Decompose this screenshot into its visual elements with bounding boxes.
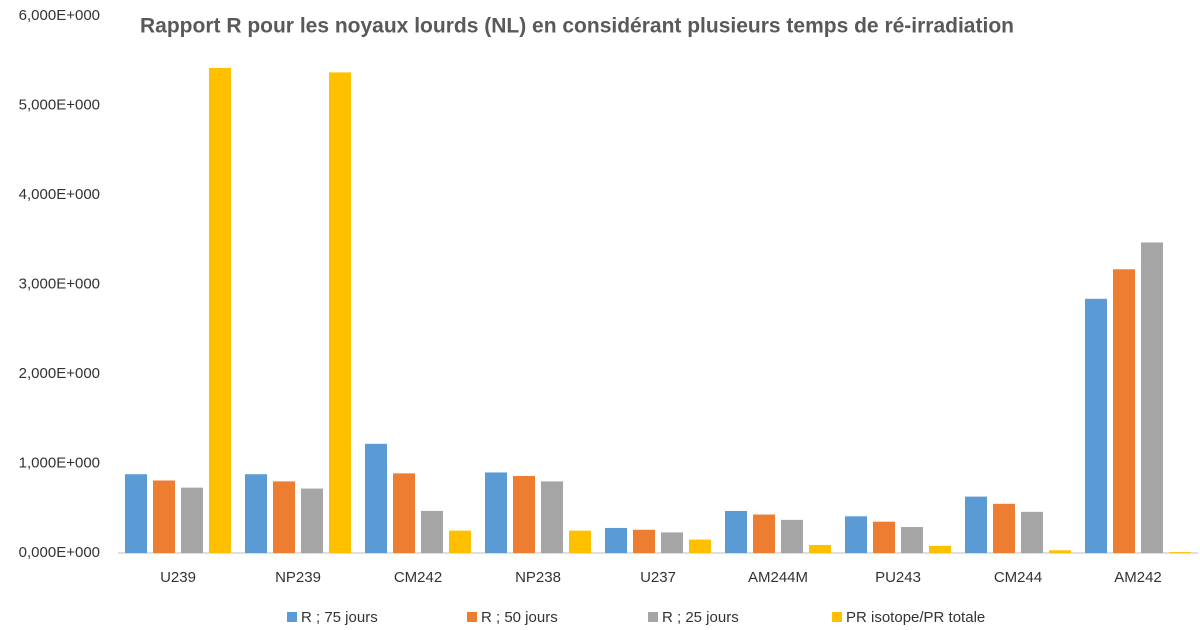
y-tick-label: 4,000E+000 <box>19 186 100 203</box>
x-tick-label: U239 <box>160 569 196 586</box>
bar <box>809 544 831 553</box>
x-tick-label: CM244 <box>994 569 1042 586</box>
chart-title: Rapport R pour les noyaux lourds (NL) en… <box>140 15 1014 38</box>
bar <box>753 514 775 553</box>
bar <box>421 510 443 553</box>
bar <box>125 474 147 553</box>
legend-label: R ; 75 jours <box>301 609 378 626</box>
x-tick-label: NP239 <box>275 569 321 586</box>
bar <box>329 72 351 553</box>
legend-swatch <box>832 612 842 622</box>
bar <box>1049 550 1071 553</box>
bar <box>1021 511 1043 553</box>
bar <box>725 510 747 553</box>
bar <box>301 488 323 553</box>
bar <box>245 474 267 553</box>
bar <box>689 539 711 553</box>
bar <box>1169 552 1191 553</box>
bar <box>633 529 655 553</box>
bar <box>605 527 627 553</box>
bar <box>513 476 535 553</box>
x-tick-label: U237 <box>640 569 676 586</box>
y-tick-label: 0,000E+000 <box>19 544 100 561</box>
x-tick-label: AM242 <box>1114 569 1162 586</box>
bar <box>1141 242 1163 553</box>
legend-label: R ; 50 jours <box>481 609 558 626</box>
bar <box>845 516 867 553</box>
bar <box>393 473 415 553</box>
y-tick-label: 5,000E+000 <box>19 96 100 113</box>
y-tick-label: 6,000E+000 <box>19 7 100 24</box>
bar <box>569 530 591 553</box>
bar <box>209 67 231 553</box>
bar <box>365 443 387 553</box>
bar <box>661 532 683 553</box>
bar <box>929 545 951 553</box>
bar <box>485 472 507 553</box>
x-tick-label: NP238 <box>515 569 561 586</box>
bar <box>993 503 1015 553</box>
legend-swatch <box>287 612 297 622</box>
legend-label: PR isotope/PR totale <box>846 609 985 626</box>
bar <box>273 481 295 553</box>
bar <box>153 480 175 553</box>
legend-swatch <box>648 612 658 622</box>
bar <box>449 530 471 553</box>
bar <box>901 527 923 553</box>
bar <box>873 521 895 553</box>
x-tick-label: PU243 <box>875 569 921 586</box>
bar <box>781 519 803 553</box>
legend-swatch <box>467 612 477 622</box>
y-tick-label: 3,000E+000 <box>19 275 100 292</box>
y-tick-label: 2,000E+000 <box>19 365 100 382</box>
bar <box>541 481 563 553</box>
y-tick-label: 1,000E+000 <box>19 454 100 471</box>
bar <box>181 487 203 553</box>
legend-label: R ; 25 jours <box>662 609 739 626</box>
bar <box>1085 298 1107 553</box>
x-tick-label: AM244M <box>748 569 808 586</box>
x-tick-label: CM242 <box>394 569 442 586</box>
bar <box>965 496 987 553</box>
bar <box>1113 269 1135 553</box>
